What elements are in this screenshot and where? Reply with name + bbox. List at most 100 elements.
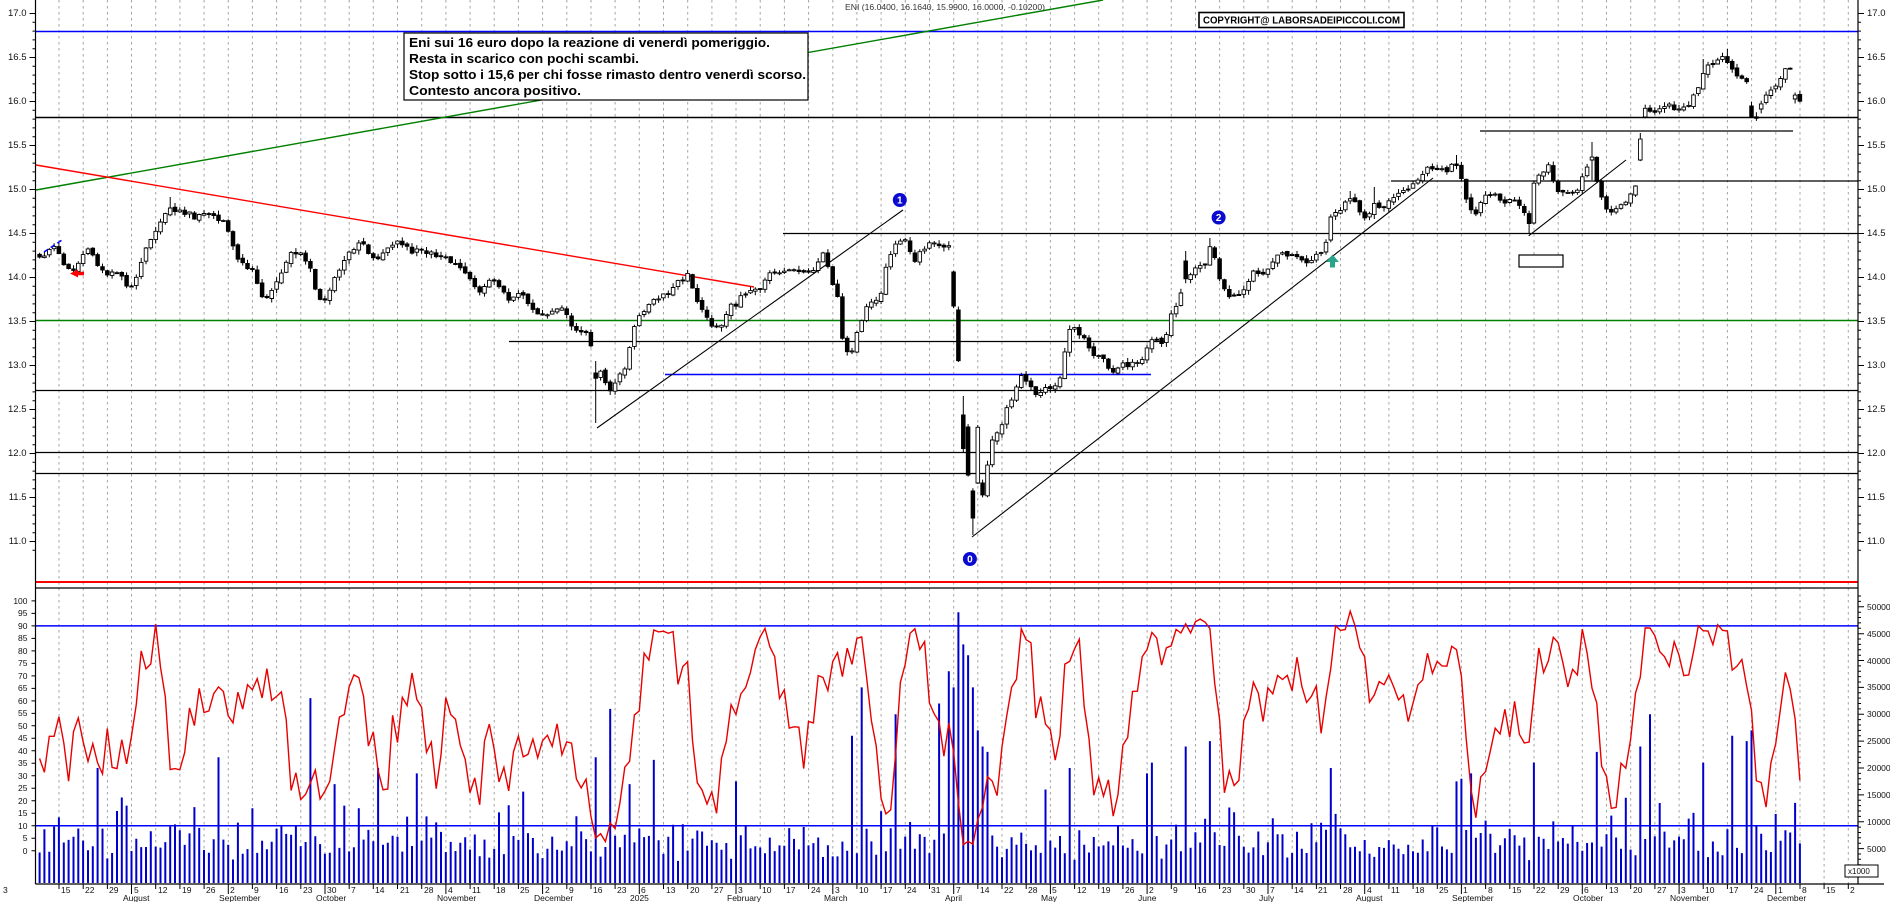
svg-text:13.5: 13.5 (1867, 316, 1886, 327)
svg-text:10: 10 (762, 885, 772, 895)
svg-text:1: 1 (1463, 885, 1468, 895)
svg-text:50000: 50000 (1867, 602, 1890, 612)
svg-text:20: 20 (18, 796, 28, 806)
svg-text:30: 30 (18, 771, 28, 781)
svg-text:2: 2 (1216, 213, 1222, 224)
svg-text:December: December (534, 893, 573, 902)
svg-text:July: July (1259, 893, 1275, 902)
svg-text:22: 22 (1004, 885, 1014, 895)
svg-text:4: 4 (448, 885, 453, 895)
svg-text:3: 3 (835, 885, 840, 895)
svg-text:10: 10 (1705, 885, 1715, 895)
svg-text:Stop sotto i 15,6 per chi foss: Stop sotto i 15,6 per chi fosse rimasto … (409, 67, 806, 82)
svg-text:29: 29 (1560, 885, 1570, 895)
svg-text:20000: 20000 (1867, 763, 1890, 773)
svg-text:14: 14 (1294, 885, 1304, 895)
svg-text:25000: 25000 (1867, 736, 1890, 746)
svg-text:100: 100 (13, 596, 27, 606)
svg-text:50: 50 (18, 721, 28, 731)
svg-text:10: 10 (859, 885, 869, 895)
svg-text:14: 14 (980, 885, 990, 895)
svg-text:9: 9 (569, 885, 574, 895)
svg-text:7: 7 (956, 885, 961, 895)
svg-text:7: 7 (1270, 885, 1275, 895)
svg-text:15.5: 15.5 (1867, 140, 1886, 151)
svg-text:6: 6 (1584, 885, 1589, 895)
svg-text:24: 24 (907, 885, 917, 895)
svg-text:December: December (1767, 893, 1806, 902)
svg-text:0: 0 (967, 555, 973, 566)
svg-text:5: 5 (134, 885, 139, 895)
svg-text:14.5: 14.5 (1867, 228, 1886, 239)
svg-text:15: 15 (1826, 885, 1836, 895)
svg-text:27: 27 (714, 885, 724, 895)
svg-text:2025: 2025 (630, 893, 649, 902)
svg-text:25: 25 (1439, 885, 1449, 895)
svg-text:8: 8 (1488, 885, 1493, 895)
svg-text:30: 30 (327, 885, 337, 895)
svg-text:19: 19 (1101, 885, 1111, 895)
svg-text:12: 12 (1077, 885, 1087, 895)
svg-text:22: 22 (85, 885, 95, 895)
svg-text:2: 2 (230, 885, 235, 895)
svg-text:Eni sui 16 euro dopo la reazio: Eni sui 16 euro dopo la reazione di vene… (409, 35, 770, 50)
svg-text:17: 17 (883, 885, 893, 895)
svg-text:15.5: 15.5 (8, 140, 27, 151)
svg-text:3: 3 (3, 885, 8, 895)
svg-text:16.5: 16.5 (1867, 52, 1886, 63)
svg-text:May: May (1041, 893, 1058, 902)
svg-text:45: 45 (18, 733, 28, 743)
svg-text:13: 13 (666, 885, 676, 895)
svg-text:17: 17 (1729, 885, 1739, 895)
svg-text:September: September (219, 893, 261, 902)
svg-text:19: 19 (182, 885, 192, 895)
svg-text:Contesto ancora positivo.: Contesto ancora positivo. (409, 83, 581, 98)
svg-text:20: 20 (1633, 885, 1643, 895)
svg-text:November: November (437, 893, 476, 902)
svg-text:40: 40 (18, 746, 28, 756)
svg-text:14.5: 14.5 (8, 228, 27, 239)
svg-text:16: 16 (593, 885, 603, 895)
svg-text:5000: 5000 (1867, 844, 1886, 854)
svg-text:23: 23 (617, 885, 627, 895)
svg-text:9: 9 (1173, 885, 1178, 895)
svg-text:8: 8 (1802, 885, 1807, 895)
svg-text:16.0: 16.0 (8, 96, 27, 107)
svg-text:23: 23 (1222, 885, 1232, 895)
svg-text:24: 24 (811, 885, 821, 895)
svg-text:14.0: 14.0 (8, 272, 27, 283)
svg-text:16.5: 16.5 (8, 52, 27, 63)
svg-text:20: 20 (690, 885, 700, 895)
svg-text:March: March (824, 893, 848, 902)
svg-text:28: 28 (1028, 885, 1038, 895)
svg-text:11.5: 11.5 (1867, 492, 1885, 503)
svg-text:August: August (1356, 893, 1383, 902)
svg-text:30: 30 (1246, 885, 1256, 895)
svg-text:12.5: 12.5 (8, 404, 27, 415)
svg-text:ENI (16.0400, 16.1640, 15.9900: ENI (16.0400, 16.1640, 15.9900, 16.0000,… (845, 2, 1045, 12)
svg-text:26: 26 (1125, 885, 1135, 895)
svg-text:5: 5 (1052, 885, 1057, 895)
svg-text:April: April (945, 893, 962, 902)
svg-text:5: 5 (23, 833, 28, 843)
svg-text:6: 6 (641, 885, 646, 895)
svg-text:22: 22 (1536, 885, 1546, 895)
svg-text:35: 35 (18, 758, 28, 768)
svg-text:11.0: 11.0 (9, 536, 27, 547)
svg-text:21: 21 (1318, 885, 1328, 895)
svg-text:2: 2 (545, 885, 550, 895)
svg-text:21: 21 (400, 885, 410, 895)
svg-text:1: 1 (897, 196, 903, 207)
svg-text:14.0: 14.0 (1867, 272, 1886, 283)
svg-text:24: 24 (1754, 885, 1764, 895)
svg-text:September: September (1452, 893, 1494, 902)
svg-text:August: August (123, 893, 150, 902)
svg-text:13.5: 13.5 (8, 316, 27, 327)
svg-text:3: 3 (738, 885, 743, 895)
svg-text:18: 18 (1415, 885, 1425, 895)
svg-text:June: June (1138, 893, 1157, 902)
svg-text:35000: 35000 (1867, 682, 1890, 692)
svg-text:15: 15 (18, 808, 28, 818)
svg-text:25: 25 (18, 783, 28, 793)
svg-text:15: 15 (1512, 885, 1522, 895)
